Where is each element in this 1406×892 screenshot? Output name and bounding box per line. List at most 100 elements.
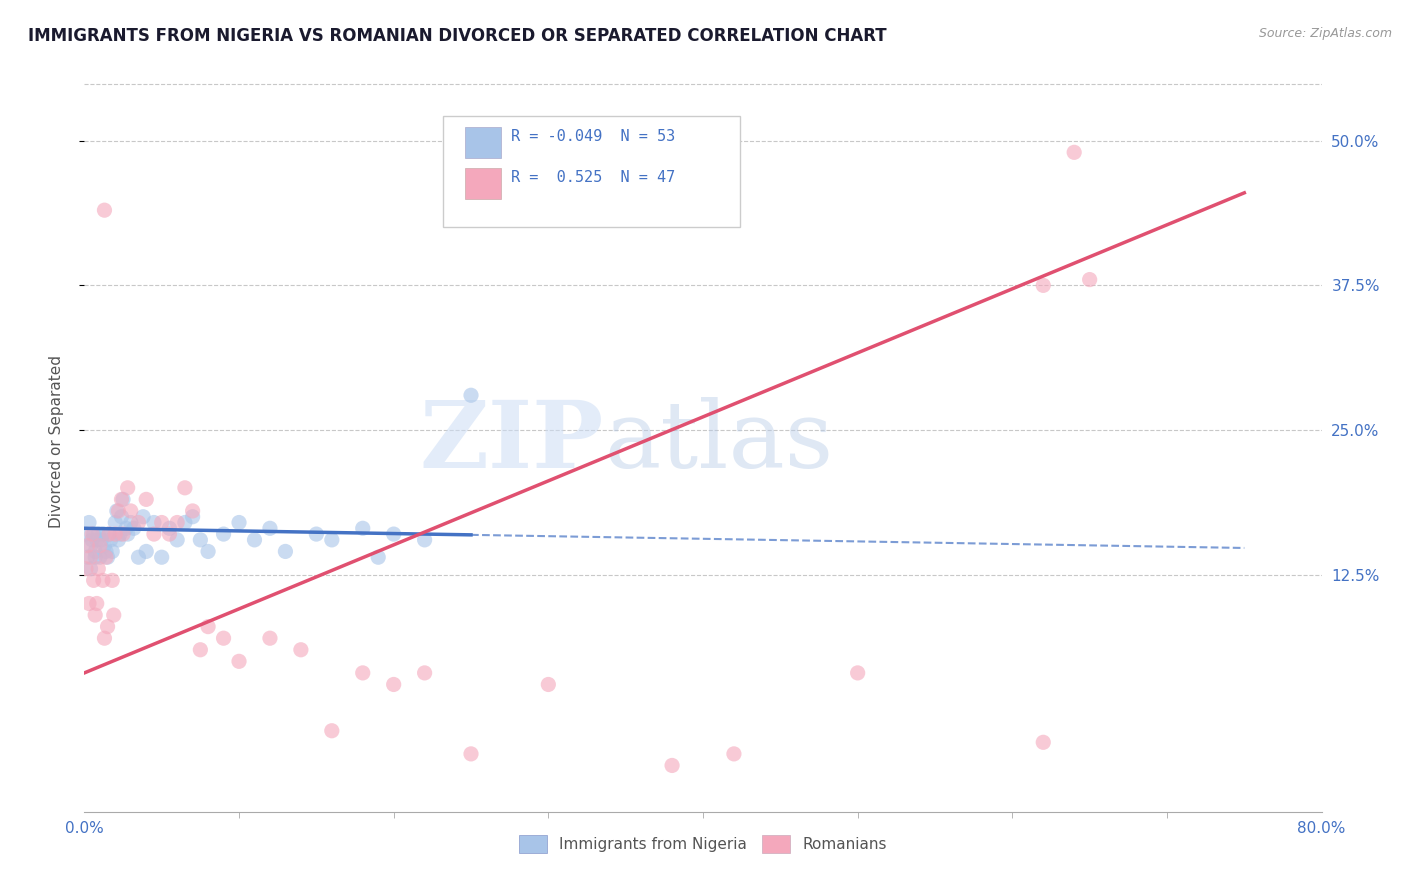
- Romanians: [150, 516, 173, 530]
- Immigrants from Nigeria: [107, 533, 129, 547]
- Immigrants from Nigeria: [243, 533, 266, 547]
- Romanians: [846, 665, 869, 680]
- Text: IMMIGRANTS FROM NIGERIA VS ROMANIAN DIVORCED OR SEPARATED CORRELATION CHART: IMMIGRANTS FROM NIGERIA VS ROMANIAN DIVO…: [28, 27, 887, 45]
- Immigrants from Nigeria: [143, 516, 166, 530]
- Immigrants from Nigeria: [197, 544, 219, 558]
- Text: atlas: atlas: [605, 397, 834, 486]
- Immigrants from Nigeria: [135, 544, 157, 558]
- Romanians: [107, 504, 129, 518]
- Immigrants from Nigeria: [105, 504, 128, 518]
- Immigrants from Nigeria: [274, 544, 297, 558]
- Text: R =  0.525  N = 47: R = 0.525 N = 47: [512, 169, 675, 185]
- Romanians: [159, 527, 180, 541]
- Romanians: [188, 642, 211, 657]
- Romanians: [86, 597, 108, 611]
- Immigrants from Nigeria: [110, 509, 132, 524]
- Romanians: [460, 747, 482, 761]
- Romanians: [93, 631, 115, 645]
- Immigrants from Nigeria: [101, 544, 124, 558]
- Immigrants from Nigeria: [86, 533, 108, 547]
- Immigrants from Nigeria: [150, 550, 173, 565]
- Immigrants from Nigeria: [83, 527, 105, 541]
- Immigrants from Nigeria: [89, 550, 111, 565]
- Immigrants from Nigeria: [76, 550, 98, 565]
- Romanians: [98, 527, 121, 541]
- Romanians: [91, 574, 114, 588]
- Immigrants from Nigeria: [305, 527, 328, 541]
- Immigrants from Nigeria: [122, 521, 145, 535]
- Romanians: [87, 562, 110, 576]
- Immigrants from Nigeria: [117, 527, 139, 541]
- Immigrants from Nigeria: [79, 539, 101, 553]
- Immigrants from Nigeria: [84, 544, 107, 558]
- Romanians: [661, 758, 683, 772]
- Romanians: [96, 619, 118, 633]
- Romanians: [321, 723, 343, 738]
- Immigrants from Nigeria: [79, 562, 101, 576]
- Romanians: [127, 516, 149, 530]
- Romanians: [93, 203, 115, 218]
- Romanians: [120, 504, 142, 518]
- Romanians: [1063, 145, 1085, 160]
- Immigrants from Nigeria: [166, 533, 188, 547]
- Romanians: [112, 527, 135, 541]
- Romanians: [166, 516, 188, 530]
- Romanians: [94, 550, 117, 565]
- Romanians: [79, 550, 101, 565]
- Romanians: [1032, 735, 1054, 749]
- Romanians: [1032, 278, 1054, 293]
- Immigrants from Nigeria: [98, 527, 121, 541]
- Romanians: [75, 562, 97, 576]
- FancyBboxPatch shape: [443, 116, 740, 227]
- Romanians: [103, 608, 125, 623]
- Text: Source: ZipAtlas.com: Source: ZipAtlas.com: [1258, 27, 1392, 40]
- Romanians: [76, 539, 98, 553]
- Text: R = -0.049  N = 53: R = -0.049 N = 53: [512, 129, 675, 144]
- Immigrants from Nigeria: [93, 539, 115, 553]
- Immigrants from Nigeria: [382, 527, 405, 541]
- Romanians: [382, 677, 405, 691]
- Romanians: [174, 481, 197, 495]
- Immigrants from Nigeria: [82, 533, 104, 547]
- Romanians: [83, 574, 105, 588]
- Immigrants from Nigeria: [228, 516, 250, 530]
- Romanians: [104, 527, 127, 541]
- Romanians: [89, 539, 111, 553]
- Immigrants from Nigeria: [127, 550, 149, 565]
- Romanians: [77, 597, 100, 611]
- Romanians: [82, 527, 104, 541]
- Legend: Immigrants from Nigeria, Romanians: Immigrants from Nigeria, Romanians: [513, 829, 893, 860]
- Romanians: [491, 145, 513, 160]
- Immigrants from Nigeria: [132, 509, 155, 524]
- Romanians: [537, 677, 560, 691]
- Romanians: [181, 504, 204, 518]
- Immigrants from Nigeria: [321, 533, 343, 547]
- Romanians: [723, 747, 745, 761]
- Romanians: [259, 631, 281, 645]
- Romanians: [290, 642, 312, 657]
- Immigrants from Nigeria: [77, 516, 100, 530]
- Immigrants from Nigeria: [84, 550, 107, 565]
- Romanians: [352, 665, 374, 680]
- Romanians: [228, 654, 250, 668]
- Immigrants from Nigeria: [120, 516, 142, 530]
- Romanians: [1078, 272, 1101, 286]
- Immigrants from Nigeria: [352, 521, 374, 535]
- Immigrants from Nigeria: [108, 527, 131, 541]
- Immigrants from Nigeria: [94, 544, 117, 558]
- Immigrants from Nigeria: [460, 388, 482, 402]
- Immigrants from Nigeria: [367, 550, 389, 565]
- Romanians: [110, 492, 132, 507]
- Romanians: [101, 574, 124, 588]
- Text: ZIP: ZIP: [420, 397, 605, 486]
- Immigrants from Nigeria: [90, 533, 112, 547]
- Romanians: [413, 665, 436, 680]
- Immigrants from Nigeria: [212, 527, 235, 541]
- Immigrants from Nigeria: [174, 516, 197, 530]
- Immigrants from Nigeria: [112, 492, 135, 507]
- Romanians: [143, 527, 166, 541]
- Immigrants from Nigeria: [159, 521, 180, 535]
- FancyBboxPatch shape: [465, 168, 502, 199]
- Immigrants from Nigeria: [181, 509, 204, 524]
- Romanians: [197, 619, 219, 633]
